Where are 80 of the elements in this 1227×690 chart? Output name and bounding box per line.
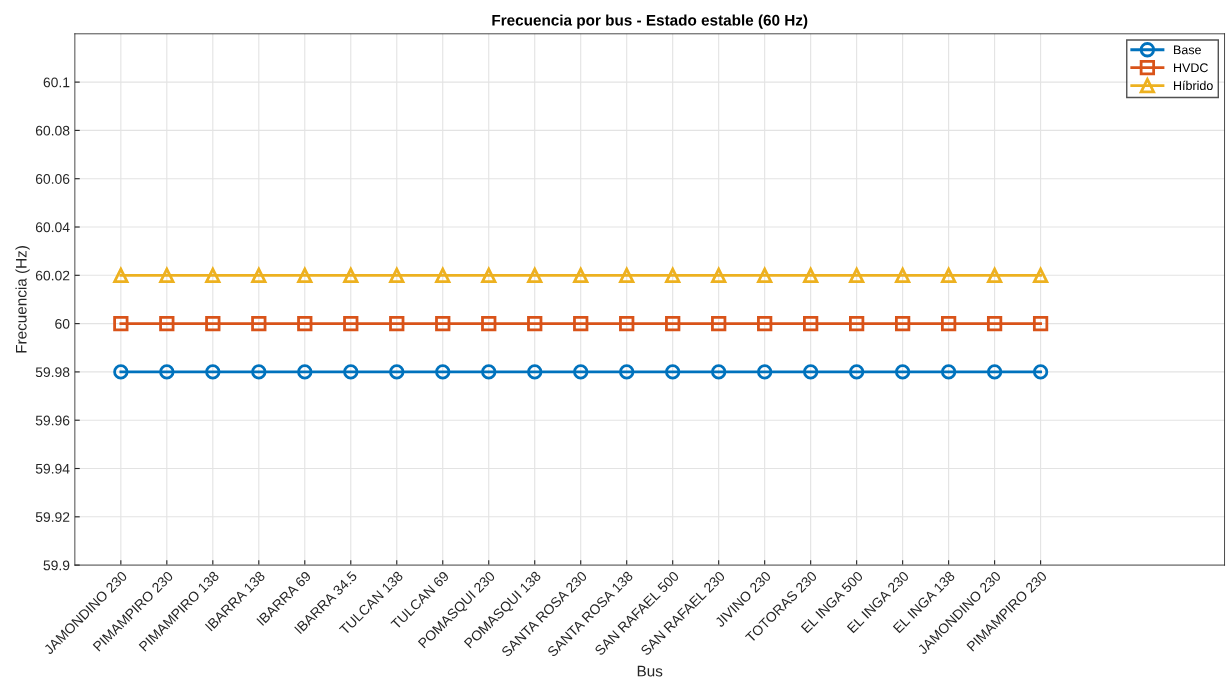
- point: [481, 315, 497, 332]
- y-tick-label: 59.98: [35, 367, 70, 378]
- y-tick-label: 59.94: [35, 463, 70, 474]
- y-tick-label: 60.06: [35, 174, 70, 184]
- point: [435, 267, 451, 283]
- y-tick-label: 59.92: [35, 512, 70, 522]
- point: [894, 267, 911, 283]
- point: [113, 315, 129, 332]
- point: [389, 364, 405, 380]
- y-tick-label: 60.04: [35, 222, 70, 233]
- legend-label: HVDC: [1174, 63, 1208, 73]
- point: [159, 364, 175, 380]
- point: [343, 364, 359, 380]
- point: [894, 364, 911, 380]
- point: [251, 364, 267, 380]
- legend-label: Híbrido: [1174, 80, 1213, 91]
- point: [573, 267, 589, 283]
- point: [757, 315, 773, 332]
- point: [849, 364, 865, 380]
- point: [343, 267, 359, 283]
- point: [297, 364, 313, 380]
- point: [389, 267, 405, 283]
- y-tick-label: 60: [55, 318, 70, 329]
- point: [573, 364, 589, 380]
- y-axis-title: Frecuencia (Hz): [15, 246, 30, 353]
- point: [205, 364, 221, 380]
- point: [527, 315, 543, 332]
- x-axis-title: Bus: [637, 665, 663, 677]
- chart-title: Frecuencia por bus - Estado estable (60 Hz): [492, 14, 808, 29]
- point: [665, 267, 681, 283]
- point: [940, 315, 957, 332]
- point: [389, 315, 405, 332]
- point: [435, 315, 451, 332]
- y-tick-label: 60.08: [35, 125, 70, 136]
- point: [757, 267, 773, 283]
- point: [527, 364, 543, 380]
- y-tick-label: 59.9: [43, 560, 70, 571]
- point: [665, 364, 681, 380]
- point: [251, 267, 267, 283]
- point: [711, 315, 727, 332]
- legend-label: Base: [1174, 45, 1201, 55]
- point: [940, 364, 957, 380]
- point: [665, 315, 681, 332]
- point: [481, 267, 497, 283]
- point: [757, 364, 773, 380]
- point: [573, 315, 589, 332]
- point: [894, 315, 911, 332]
- point: [619, 364, 635, 380]
- point: [1032, 364, 1049, 380]
- point: [849, 315, 865, 332]
- point: [1032, 315, 1049, 332]
- y-tick-label: 60.1: [43, 77, 70, 88]
- point: [986, 364, 1003, 380]
- point: [940, 267, 957, 283]
- point: [159, 267, 175, 283]
- point: [803, 315, 819, 332]
- point: [343, 315, 359, 332]
- point: [481, 364, 497, 380]
- y-tick-label: 60.02: [35, 270, 70, 281]
- point: [986, 267, 1003, 283]
- point: [986, 315, 1003, 332]
- point: [205, 267, 221, 283]
- y-tick-label: 59.96: [35, 415, 70, 426]
- point: [435, 364, 451, 380]
- point: [297, 315, 313, 332]
- point: [711, 267, 727, 283]
- point: [619, 267, 635, 283]
- point: [849, 267, 865, 283]
- point: [251, 315, 267, 332]
- point: [711, 364, 727, 380]
- point: [619, 315, 635, 332]
- point: [803, 364, 819, 380]
- point: [297, 267, 313, 283]
- point: [113, 364, 129, 380]
- point: [159, 315, 175, 332]
- point: [205, 315, 221, 332]
- point: [113, 267, 129, 283]
- point: [1032, 267, 1049, 283]
- point: [803, 267, 819, 283]
- point: [527, 267, 543, 283]
